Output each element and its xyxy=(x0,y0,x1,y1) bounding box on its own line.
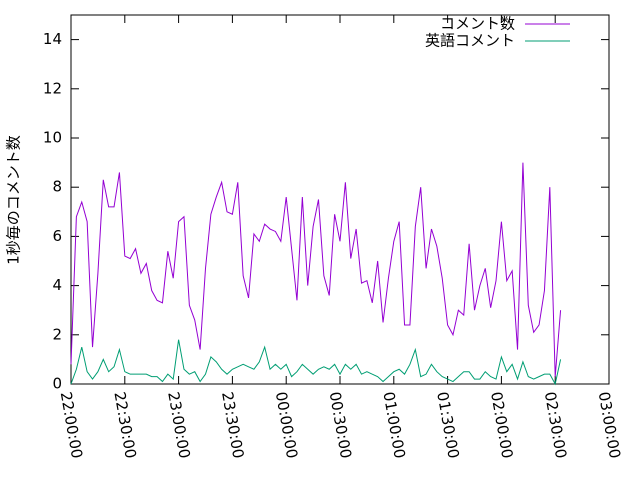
y-tick-label: 12 xyxy=(43,79,62,97)
x-tick-label: 01:00:00 xyxy=(379,390,408,459)
y-axis-label: 1秒毎のコメント数 xyxy=(5,135,23,265)
x-tick-label: 02:00:00 xyxy=(487,390,516,459)
legend-label: コメント数 xyxy=(440,15,515,33)
x-tick-label: 00:00:00 xyxy=(272,390,301,459)
y-tick-label: 6 xyxy=(52,227,62,245)
x-tick-label: 02:30:00 xyxy=(541,390,570,459)
y-tick-label: 0 xyxy=(52,375,62,393)
x-tick-label: 22:00:00 xyxy=(57,390,86,459)
y-tick-label: 14 xyxy=(43,30,62,48)
series-line xyxy=(70,162,562,377)
x-tick-label: 22:30:00 xyxy=(110,390,139,459)
x-tick-label: 00:30:00 xyxy=(326,390,355,459)
y-tick-label: 10 xyxy=(43,129,62,147)
y-tick-label: 4 xyxy=(52,276,62,294)
x-tick-label: 03:00:00 xyxy=(595,390,624,459)
y-tick-label: 2 xyxy=(52,325,62,343)
plot-frame xyxy=(70,14,610,385)
y-tick-label: 8 xyxy=(52,178,62,196)
x-tick-label: 23:30:00 xyxy=(218,390,247,459)
legend-label: 英語コメント xyxy=(425,32,515,50)
x-tick-label: 23:00:00 xyxy=(164,390,193,459)
x-tick-label: 01:30:00 xyxy=(433,390,462,459)
series-line xyxy=(70,339,562,386)
